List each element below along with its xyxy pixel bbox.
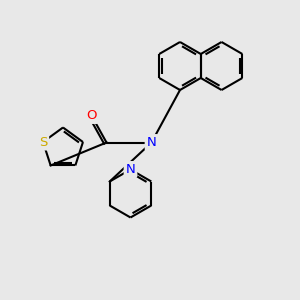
Text: N: N	[147, 136, 156, 149]
Text: O: O	[86, 109, 97, 122]
Text: S: S	[39, 136, 47, 148]
Text: N: N	[126, 163, 135, 176]
